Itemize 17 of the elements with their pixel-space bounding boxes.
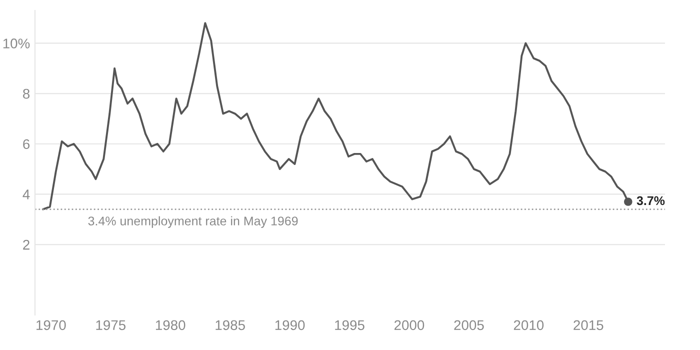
y-tick-label: 2	[23, 240, 30, 250]
x-tick-label: 2005	[454, 320, 484, 330]
y-tick-label: 10%	[3, 38, 30, 48]
x-tick-label: 1970	[36, 320, 66, 330]
y-tick-label: 4	[22, 190, 30, 200]
x-tick-label: 2010	[514, 320, 544, 330]
x-tick-label: 1975	[96, 320, 126, 330]
x-tick-label: 1995	[335, 320, 364, 330]
x-tick-label: 2000	[394, 320, 424, 330]
x-tick-label: 1985	[216, 320, 245, 330]
y-tick-label: 8	[23, 88, 30, 99]
x-tick-label: 1980	[156, 320, 186, 330]
x-tick-label: 2015	[574, 320, 604, 330]
annotation: 3.7%	[636, 196, 665, 206]
x-tick-label: 1990	[275, 320, 305, 330]
ref-line-label: 3.4% unemployment rate in May 1969	[88, 216, 298, 228]
y-tick-label: 6	[23, 139, 30, 150]
